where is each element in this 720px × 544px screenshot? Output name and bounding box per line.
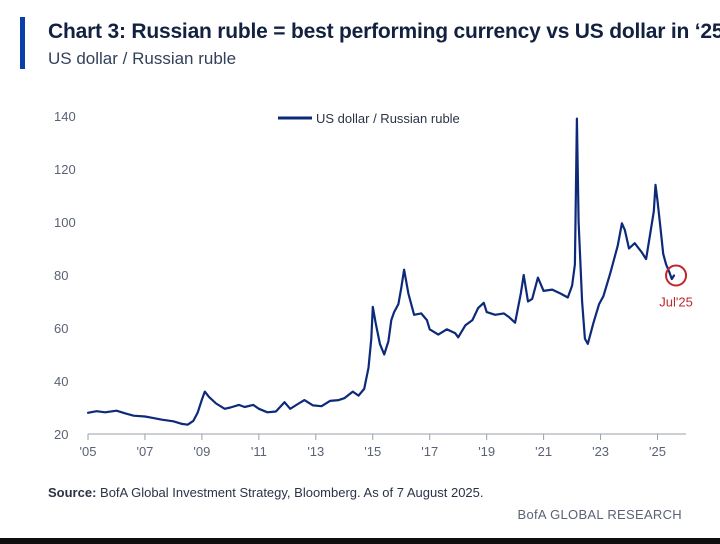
branding-text: BofA GLOBAL RESEARCH bbox=[517, 507, 682, 522]
source-text: BofA Global Investment Strategy, Bloombe… bbox=[96, 485, 484, 500]
x-tick-label: '25 bbox=[649, 444, 666, 459]
annotation-layer: Jul'25 bbox=[659, 264, 693, 310]
bottom-band bbox=[0, 538, 720, 544]
chart-subtitle: US dollar / Russian ruble bbox=[48, 49, 237, 68]
y-tick-label: 100 bbox=[54, 215, 76, 230]
x-tick-label: '15 bbox=[364, 444, 381, 459]
annotation-circle bbox=[665, 264, 688, 287]
chart-title: Chart 3: Russian ruble = best performing… bbox=[48, 20, 720, 43]
legend: US dollar / Russian ruble bbox=[278, 111, 460, 126]
series-layer bbox=[86, 117, 676, 426]
series-line-usd-rub bbox=[86, 117, 676, 426]
y-tick-label: 40 bbox=[54, 374, 68, 389]
legend-label: US dollar / Russian ruble bbox=[316, 111, 460, 126]
annotation-label: Jul'25 bbox=[659, 295, 693, 310]
y-tick-label: 120 bbox=[54, 162, 76, 177]
x-tick-label: '13 bbox=[307, 444, 324, 459]
y-tick-label: 80 bbox=[54, 268, 68, 283]
source-label: Source: bbox=[48, 485, 97, 500]
x-tick-label: '19 bbox=[478, 444, 495, 459]
x-tick-label: '07 bbox=[136, 444, 153, 459]
x-tick-label: '11 bbox=[251, 444, 267, 459]
title-accent-bar bbox=[20, 17, 25, 69]
y-tick-label: 60 bbox=[54, 321, 68, 336]
y-tick-label: 140 bbox=[54, 109, 76, 124]
y-tick-label: 20 bbox=[54, 427, 68, 442]
x-tick-label: '17 bbox=[421, 444, 438, 459]
x-tick-label: '09 bbox=[193, 444, 210, 459]
x-tick-label: '23 bbox=[592, 444, 609, 459]
source-note: Source: BofA Global Investment Strategy,… bbox=[48, 485, 484, 500]
y-axis-ticks: 20 40 60 80 100 120 140 bbox=[54, 109, 76, 442]
x-tick-label: '05 bbox=[80, 444, 97, 459]
x-tick-label: '21 bbox=[535, 444, 552, 459]
x-axis: '05 '07 '09 '11 '13 '15 '17 '19 '21 '23 '25 bbox=[80, 433, 686, 459]
